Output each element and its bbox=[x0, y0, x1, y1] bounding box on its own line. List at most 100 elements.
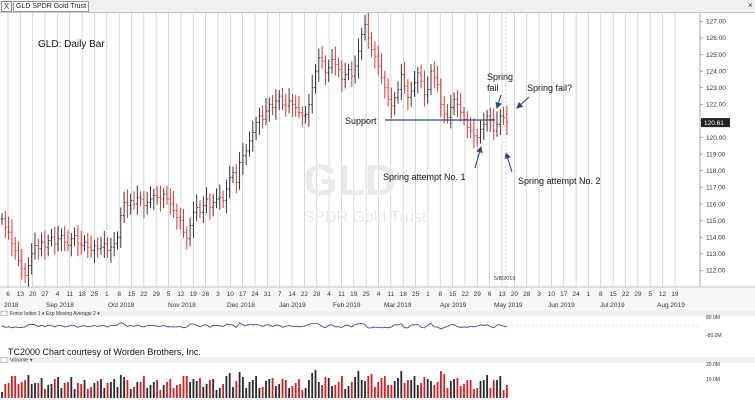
close-icon[interactable]: × bbox=[747, 0, 753, 10]
volume-bar bbox=[248, 382, 251, 398]
volume-bar bbox=[67, 382, 69, 398]
volume-bar bbox=[232, 387, 234, 398]
x-tick-label: 1 bbox=[587, 291, 591, 298]
volume-bar bbox=[301, 390, 304, 398]
x-tick-label: 15 bbox=[128, 291, 136, 298]
x-tick-label: 28 bbox=[523, 291, 531, 298]
volume-bar bbox=[473, 389, 475, 398]
spring-fail-arrow bbox=[495, 94, 502, 110]
x-tick-label: 24 bbox=[251, 291, 259, 298]
volume-bar bbox=[156, 380, 158, 398]
volume-bar bbox=[192, 379, 195, 398]
x-tick-label: 15 bbox=[610, 291, 618, 298]
x-tick-label: 4 bbox=[377, 291, 381, 298]
volume-bar bbox=[367, 376, 370, 398]
header-checkbox[interactable]: X bbox=[1, 1, 12, 12]
volume-bar bbox=[334, 385, 337, 398]
volume-bar bbox=[416, 385, 419, 398]
volume-bar bbox=[426, 379, 429, 398]
volume-bar bbox=[166, 382, 168, 398]
volume-bar bbox=[176, 385, 178, 398]
volume-label: Volume ▾ bbox=[10, 358, 33, 364]
x-tick-label: 22 bbox=[140, 291, 148, 298]
volume-bar bbox=[70, 377, 73, 398]
x-month-label: Feb 2019 bbox=[333, 302, 361, 309]
volume-bar bbox=[261, 387, 264, 398]
x-tick-label: 22 bbox=[461, 291, 469, 298]
volume-bar bbox=[489, 388, 492, 398]
volume-bar bbox=[96, 381, 99, 398]
x-tick-label: 4 bbox=[327, 291, 331, 298]
volume-bar bbox=[420, 383, 422, 398]
x-tick-label: 18 bbox=[78, 291, 86, 298]
volume-bar bbox=[304, 388, 307, 398]
y-tick-label: 126.00 bbox=[706, 35, 726, 42]
volume-bar bbox=[83, 380, 86, 398]
volume-bar bbox=[100, 379, 102, 398]
x-tick-label: 17 bbox=[239, 291, 247, 298]
y-tick-label: 114.00 bbox=[706, 234, 726, 241]
last-price-label: 120.61 bbox=[704, 120, 724, 127]
volume-bar bbox=[482, 380, 485, 398]
volume-bar bbox=[129, 389, 132, 398]
x-tick-label: 28 bbox=[313, 291, 321, 298]
x-tick-label: 3 bbox=[216, 291, 220, 298]
volume-bar bbox=[225, 376, 228, 398]
volume-bottom-label: 10.0M bbox=[706, 377, 720, 383]
watermark-name: SPDR Gold Trust bbox=[304, 209, 427, 226]
volume-bar bbox=[324, 377, 327, 398]
x-month-label: Jul 2019 bbox=[600, 302, 625, 309]
y-tick-label: 124.00 bbox=[706, 68, 726, 75]
volume-bar bbox=[146, 388, 149, 398]
x-tick-label: 20 bbox=[511, 291, 519, 298]
volume-bar bbox=[202, 387, 205, 398]
x-tick-label: 6 bbox=[488, 291, 492, 298]
volume-bar bbox=[238, 372, 241, 398]
volume-bar bbox=[195, 381, 198, 398]
volume-bar bbox=[40, 378, 43, 398]
volume-bar bbox=[456, 378, 459, 398]
x-tick-label: 7 bbox=[278, 291, 282, 298]
x-tick-label: 8 bbox=[117, 291, 121, 298]
watermark-symbol: GLD bbox=[304, 156, 397, 205]
volume-bar bbox=[360, 380, 363, 398]
y-tick-label: 113.00 bbox=[706, 251, 726, 258]
volume-bar bbox=[116, 387, 119, 398]
volume-bar bbox=[245, 388, 248, 398]
volume-bar bbox=[149, 385, 152, 398]
volume-bar bbox=[317, 382, 320, 398]
volume-bar bbox=[364, 381, 366, 398]
x-tick-label: 13 bbox=[17, 291, 25, 298]
x-tick-label: 5 bbox=[648, 291, 652, 298]
volume-bar bbox=[185, 376, 188, 398]
force-index-top-label: 80.0M bbox=[706, 315, 720, 321]
volume-bar bbox=[50, 384, 53, 398]
price-panel bbox=[0, 13, 700, 287]
x-month-label: May 2019 bbox=[494, 302, 523, 309]
spring-attempt-2-arrow bbox=[504, 151, 513, 173]
instrument-selector[interactable]: GLD SPDR Gold Trust bbox=[13, 1, 90, 12]
volume-bar bbox=[357, 371, 360, 398]
x-tick-label: 17 bbox=[560, 291, 568, 298]
volume-bar bbox=[410, 380, 413, 398]
volume-bar bbox=[337, 382, 340, 398]
x-tick-label: 13 bbox=[498, 291, 506, 298]
x-tick-label: 12 bbox=[177, 291, 185, 298]
force-index-header bbox=[0, 311, 755, 316]
volume-bar bbox=[476, 388, 479, 398]
volume-bar bbox=[30, 384, 33, 398]
volume-bar bbox=[182, 376, 185, 398]
volume-bar bbox=[133, 387, 135, 398]
x-tick-label: 29 bbox=[474, 291, 482, 298]
spring-fail-label-line2: fail bbox=[487, 83, 499, 93]
x-month-label: Jan 2019 bbox=[279, 302, 306, 309]
volume-bar bbox=[86, 389, 89, 398]
volume-bar bbox=[27, 375, 30, 398]
volume-bar bbox=[374, 387, 376, 398]
volume-bar bbox=[162, 385, 165, 398]
volume-bar bbox=[463, 384, 465, 398]
y-tick-label: 118.00 bbox=[706, 168, 726, 175]
x-tick-label: 26 bbox=[202, 291, 210, 298]
volume-bar bbox=[90, 387, 92, 398]
volume-bar bbox=[113, 379, 116, 398]
